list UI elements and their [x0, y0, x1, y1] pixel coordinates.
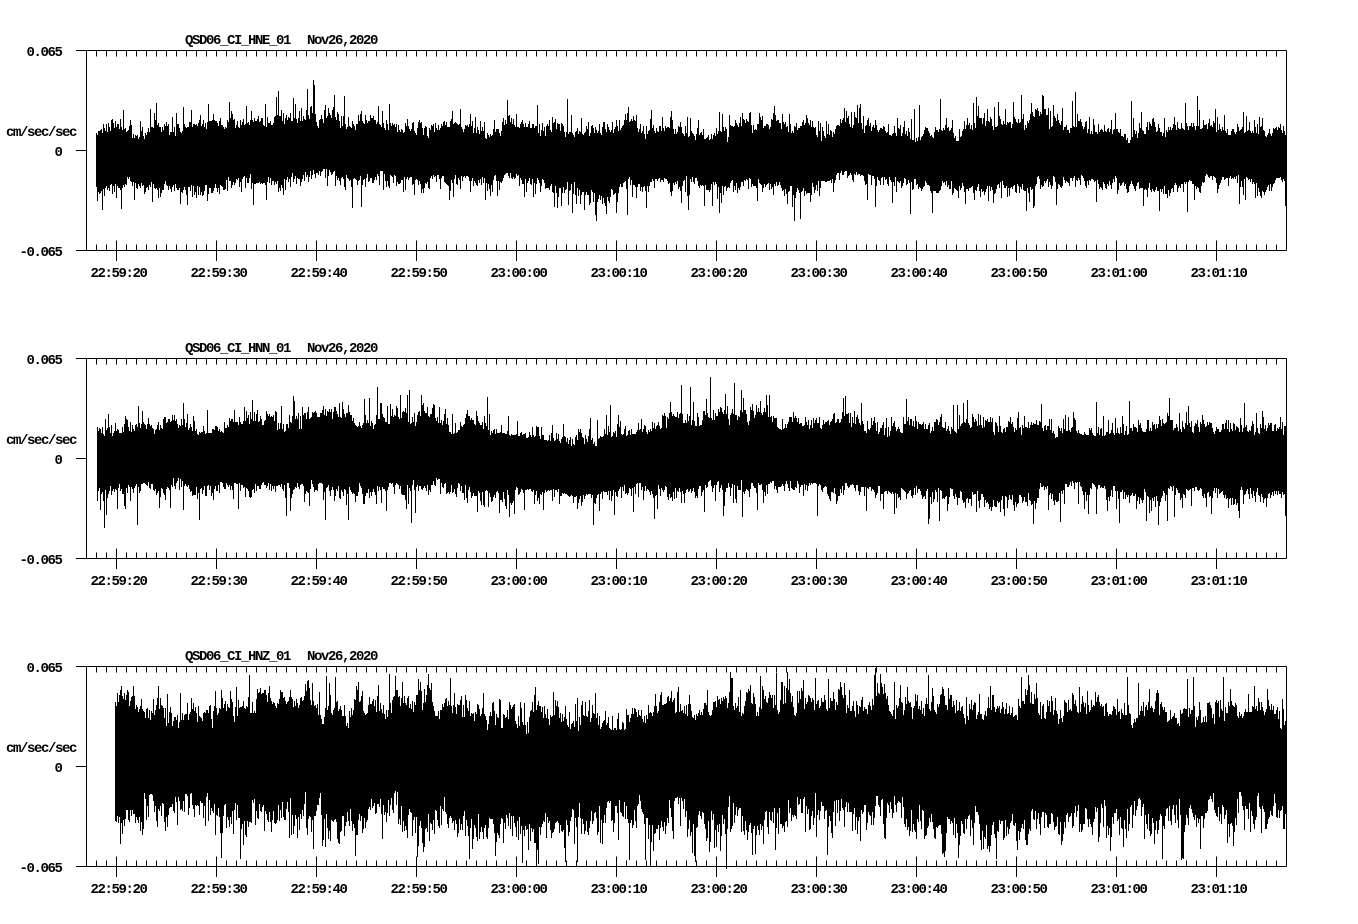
svg-text:23:00:20: 23:00:20 — [690, 574, 747, 590]
svg-text:22:59:50: 22:59:50 — [390, 882, 447, 898]
svg-text:23:00:10: 23:00:10 — [590, 266, 647, 282]
svg-text:22:59:40: 22:59:40 — [290, 882, 347, 898]
svg-text:-0.065: -0.065 — [19, 245, 62, 261]
svg-text:0.065: 0.065 — [26, 45, 62, 61]
svg-text:0: 0 — [54, 453, 62, 469]
svg-text:0: 0 — [54, 145, 62, 161]
svg-text:23:00:00: 23:00:00 — [490, 882, 547, 898]
svg-text:22:59:20: 22:59:20 — [90, 882, 147, 898]
svg-text:0.065: 0.065 — [26, 661, 62, 677]
svg-text:23:00:00: 23:00:00 — [490, 266, 547, 282]
svg-text:23:00:30: 23:00:30 — [790, 882, 847, 898]
svg-text:-0.065: -0.065 — [19, 553, 62, 569]
svg-text:22:59:50: 22:59:50 — [390, 574, 447, 590]
svg-text:0: 0 — [54, 761, 62, 777]
svg-text:22:59:40: 22:59:40 — [290, 574, 347, 590]
svg-text:22:59:30: 22:59:30 — [190, 266, 247, 282]
svg-text:23:01:10: 23:01:10 — [1190, 882, 1247, 898]
svg-text:cm/sec/sec: cm/sec/sec — [6, 433, 77, 449]
svg-text:QSD06_CI_HNE_01: QSD06_CI_HNE_01 — [185, 33, 291, 49]
svg-text:23:00:10: 23:00:10 — [590, 574, 647, 590]
svg-text:23:00:50: 23:00:50 — [990, 266, 1047, 282]
svg-text:Nov26,2020: Nov26,2020 — [307, 649, 378, 665]
svg-text:cm/sec/sec: cm/sec/sec — [6, 125, 77, 141]
svg-text:23:00:30: 23:00:30 — [790, 574, 847, 590]
svg-text:22:59:40: 22:59:40 — [290, 266, 347, 282]
svg-text:22:59:50: 22:59:50 — [390, 266, 447, 282]
svg-text:QSD06_CI_HNN_01: QSD06_CI_HNN_01 — [185, 341, 291, 357]
svg-text:23:01:00: 23:01:00 — [1090, 266, 1147, 282]
svg-text:22:59:20: 22:59:20 — [90, 266, 147, 282]
svg-text:23:00:00: 23:00:00 — [490, 574, 547, 590]
svg-text:23:01:00: 23:01:00 — [1090, 574, 1147, 590]
svg-text:0.065: 0.065 — [26, 353, 62, 369]
svg-text:23:00:50: 23:00:50 — [990, 574, 1047, 590]
svg-text:23:00:40: 23:00:40 — [890, 882, 947, 898]
svg-text:23:01:10: 23:01:10 — [1190, 574, 1247, 590]
svg-text:Nov26,2020: Nov26,2020 — [307, 33, 378, 49]
svg-text:23:00:20: 23:00:20 — [690, 266, 747, 282]
svg-text:cm/sec/sec: cm/sec/sec — [6, 741, 77, 757]
svg-text:23:01:10: 23:01:10 — [1190, 266, 1247, 282]
svg-text:23:00:40: 23:00:40 — [890, 266, 947, 282]
svg-text:-0.065: -0.065 — [19, 861, 62, 877]
svg-text:23:00:40: 23:00:40 — [890, 574, 947, 590]
svg-text:23:00:10: 23:00:10 — [590, 882, 647, 898]
svg-text:22:59:30: 22:59:30 — [190, 882, 247, 898]
svg-text:QSD06_CI_HNZ_01: QSD06_CI_HNZ_01 — [185, 649, 291, 665]
svg-text:22:59:30: 22:59:30 — [190, 574, 247, 590]
svg-text:23:00:50: 23:00:50 — [990, 882, 1047, 898]
svg-text:23:00:30: 23:00:30 — [790, 266, 847, 282]
svg-text:22:59:20: 22:59:20 — [90, 574, 147, 590]
svg-text:23:01:00: 23:01:00 — [1090, 882, 1147, 898]
svg-text:Nov26,2020: Nov26,2020 — [307, 341, 378, 357]
svg-text:23:00:20: 23:00:20 — [690, 882, 747, 898]
